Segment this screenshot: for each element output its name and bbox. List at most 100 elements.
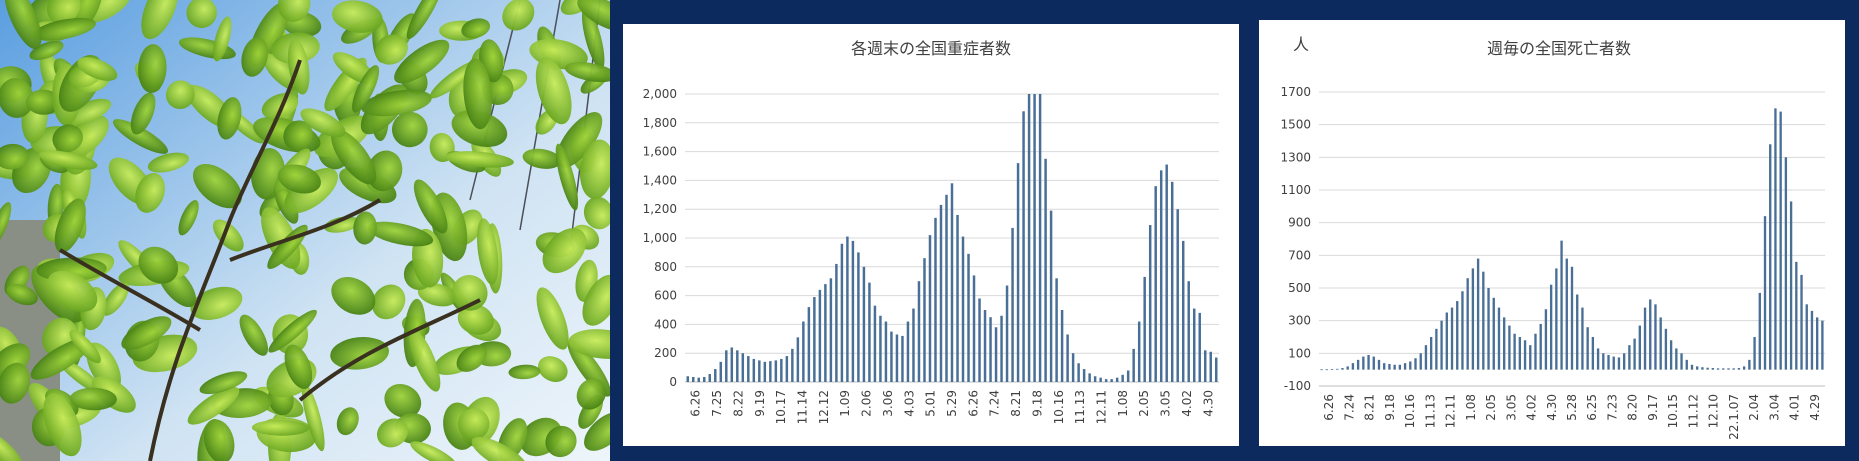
- leaf-shape: [165, 80, 195, 110]
- x-tick-label: 12.11: [1444, 394, 1458, 428]
- x-tick-label: 8.20: [1626, 394, 1640, 421]
- bar: [1591, 337, 1595, 370]
- bar: [862, 266, 866, 382]
- x-tick-label: 4.30: [1201, 390, 1215, 417]
- bar: [1570, 266, 1574, 370]
- y-tick-label: 1,200: [643, 202, 677, 216]
- leaf-shape: [568, 329, 610, 359]
- bar: [785, 356, 789, 382]
- bar: [1555, 268, 1558, 370]
- leaf-shape: [112, 119, 169, 154]
- bar: [1192, 308, 1196, 382]
- bar: [824, 284, 827, 382]
- bar: [697, 377, 700, 382]
- leaf-shape: [392, 111, 428, 148]
- x-tick-label: 3.05: [1159, 390, 1173, 417]
- bar: [835, 263, 838, 382]
- leaf-shape: [445, 151, 514, 168]
- bar: [1649, 299, 1652, 370]
- bar: [747, 356, 750, 382]
- y-tick-label: 700: [1288, 248, 1311, 262]
- bar: [1722, 368, 1725, 370]
- bar: [1440, 320, 1443, 370]
- leaf-shape: [413, 179, 448, 234]
- x-tick-label: 11.13: [1423, 394, 1437, 428]
- bar: [1638, 325, 1641, 370]
- bar: [714, 369, 717, 382]
- bar: [972, 275, 976, 382]
- bar: [1659, 317, 1662, 370]
- leaf-shape: [102, 282, 129, 316]
- bar: [730, 347, 734, 382]
- bar: [1038, 94, 1042, 382]
- bar: [736, 350, 739, 382]
- green-leaves-photo: [0, 0, 610, 461]
- bar: [1121, 374, 1124, 382]
- leaf-shape: [371, 284, 406, 320]
- bar: [1602, 353, 1605, 370]
- bar: [1372, 356, 1375, 370]
- bar: [1126, 370, 1130, 382]
- leaf-shape: [555, 143, 579, 211]
- bar: [758, 360, 761, 382]
- x-tick-label: 4.03: [902, 390, 916, 417]
- leaf-shape: [277, 0, 311, 22]
- x-tick-label: 12.12: [817, 390, 831, 424]
- bar: [868, 282, 871, 382]
- bar: [1330, 369, 1334, 370]
- leaf-shape: [384, 383, 422, 418]
- y-tick-label: 1300: [1280, 150, 1311, 164]
- leaf-shape: [508, 364, 541, 380]
- leaf-shape: [375, 34, 408, 65]
- leaf-shape: [187, 386, 240, 425]
- leaf-shape: [583, 196, 610, 230]
- bar: [802, 321, 805, 382]
- bar: [1560, 240, 1563, 370]
- leaf-shape: [537, 356, 568, 383]
- x-tick-label: 7.24: [988, 390, 1002, 417]
- bar: [1170, 181, 1174, 382]
- leaf-shape: [284, 344, 313, 389]
- leaf-shape: [457, 408, 490, 440]
- leaf-shape: [217, 97, 242, 140]
- bar: [1115, 377, 1119, 382]
- x-tick-label: 2.04: [1747, 394, 1761, 421]
- y-tick-label: -100: [1284, 379, 1311, 393]
- bar: [1351, 363, 1355, 370]
- bar: [1742, 366, 1746, 370]
- x-tick-label: 11.14: [796, 390, 810, 424]
- x-tick-label: 2.05: [1137, 390, 1151, 417]
- x-tick-label: 1.09: [838, 390, 852, 417]
- y-tick-label: 100: [1288, 346, 1311, 360]
- bar: [1461, 291, 1464, 370]
- leaf-shape: [555, 111, 603, 169]
- chart-title: 各週末の全国重症者数: [851, 39, 1011, 58]
- bar: [1622, 353, 1626, 370]
- y-tick-label: 400: [654, 317, 677, 331]
- bar: [1696, 366, 1699, 370]
- y-tick-label: 0: [669, 375, 677, 389]
- leaf-shape: [535, 57, 572, 125]
- leaf-shape: [193, 164, 242, 209]
- x-tick-label: 9.18: [1383, 394, 1397, 421]
- x-tick-label: 3.05: [1504, 394, 1518, 421]
- bar: [813, 297, 816, 382]
- leaf-shape: [63, 98, 112, 126]
- leaf-shape: [410, 441, 457, 461]
- leaf-shape: [69, 329, 101, 364]
- x-tick-label: 3.06: [881, 390, 895, 417]
- x-tick-label: 8.21: [1363, 394, 1377, 421]
- leaf-shape: [251, 420, 309, 436]
- bar: [1071, 353, 1075, 382]
- severe-cases-chart: 各週末の全国重症者数 0 200 400 600 800 1,000 1,200 1,400 1…: [643, 39, 1219, 424]
- bar: [978, 298, 981, 382]
- x-tick-label: 4.02: [1180, 390, 1194, 417]
- bar: [1487, 288, 1490, 370]
- bar: [1093, 376, 1097, 382]
- leaf-shape: [147, 152, 189, 173]
- leaf-shape: [324, 216, 360, 233]
- bar: [1336, 368, 1339, 370]
- y-tick-label: 600: [654, 289, 677, 303]
- x-tick-label: 2.06: [860, 390, 874, 417]
- bar: [1356, 359, 1360, 370]
